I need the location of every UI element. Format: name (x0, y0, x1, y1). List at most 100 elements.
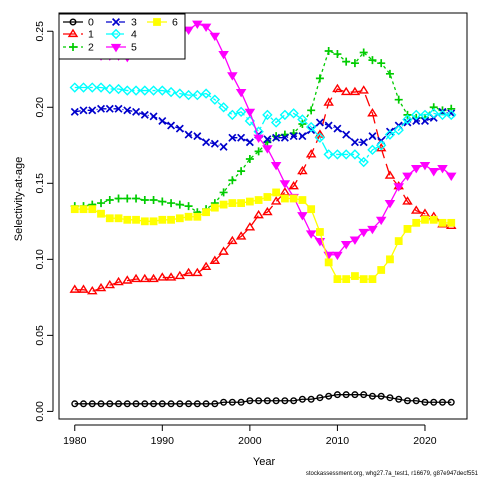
series-2-point (158, 197, 167, 206)
series-2-point (385, 69, 394, 78)
series-4-point (446, 109, 457, 121)
x-tick-label: 1980 (63, 435, 87, 447)
series-6-point (97, 209, 105, 218)
series-1-point (87, 285, 98, 295)
series-2-point (132, 194, 141, 203)
series-3-point (298, 132, 307, 141)
legend-marker (110, 43, 122, 53)
series-1-point (384, 170, 396, 179)
series-4-point (130, 85, 142, 96)
series-5-point (218, 50, 229, 60)
series-5-point (384, 199, 396, 209)
series-0-point (80, 400, 88, 408)
series-0-point (351, 391, 359, 399)
series-3-point (167, 121, 176, 130)
series-1-point (402, 196, 413, 205)
series-3-point (202, 138, 211, 147)
legend: 012 345 6 (58, 13, 186, 60)
series-2-point (377, 59, 386, 68)
series-6-point (70, 205, 79, 214)
series-0 (71, 391, 455, 408)
series-4-point (393, 124, 404, 136)
series-0-point (158, 400, 166, 408)
series-1-point (358, 85, 369, 94)
series-0-point (97, 400, 105, 408)
y-tick-label: 0.25 (34, 21, 46, 42)
series-4-point (305, 121, 317, 133)
series-1-point (340, 86, 352, 96)
series-2-line (74, 50, 452, 213)
series-0-point (325, 392, 333, 400)
x-tick-label: 2010 (326, 435, 350, 447)
series-3-point (245, 138, 254, 147)
series-0-point (228, 398, 236, 406)
series-5-point (349, 236, 361, 245)
series-4-point (200, 88, 212, 99)
series-3-point (219, 142, 228, 151)
series-6-point (307, 205, 316, 214)
series-6-point (202, 208, 210, 217)
series-6-point (351, 272, 359, 280)
series-0-point (333, 391, 341, 399)
series-0-point (403, 397, 411, 405)
series-2-point (315, 74, 324, 83)
series-4-point (104, 83, 115, 95)
series-0-point (115, 400, 123, 408)
series-0-point (368, 392, 376, 400)
series-5-point (358, 228, 369, 238)
series-1-point (78, 284, 89, 293)
series-2-point (184, 202, 193, 211)
series-1-point (183, 267, 194, 277)
series-1-point (130, 273, 142, 283)
series-2-point (254, 147, 263, 156)
series-4-point (297, 114, 308, 125)
series-4-point (314, 132, 326, 143)
series-4-point (279, 109, 291, 121)
series-0-point (123, 400, 131, 408)
series-1-point (323, 97, 334, 106)
series-5-point (410, 165, 422, 174)
series-6-point (438, 218, 447, 227)
series-0-point (263, 397, 271, 405)
series-0-point (307, 395, 315, 403)
legend-item-6: 6 (147, 17, 178, 29)
series-4-point (165, 86, 177, 98)
series-4-point (419, 109, 431, 121)
series-6-point (210, 203, 219, 212)
legend-item-4: 4 (106, 29, 137, 41)
series-3-point (342, 130, 351, 139)
series-1-point (192, 267, 203, 277)
series-4-point (157, 85, 168, 96)
legend-item-1: 1 (63, 29, 94, 41)
series-4-point (183, 89, 194, 101)
series-1-point (410, 205, 422, 214)
series-3-point (79, 106, 88, 115)
series-5-point (367, 225, 378, 235)
series-3-point (420, 116, 429, 125)
legend-item-3: 3 (106, 17, 137, 29)
series-0-point (176, 400, 184, 408)
series-5-point (279, 180, 291, 189)
series-3-point (97, 104, 106, 113)
plot-frame (58, 12, 468, 420)
legend-label: 5 (131, 42, 137, 54)
series-4-point (340, 149, 352, 160)
series-6-point (167, 215, 175, 224)
series-4-point (78, 82, 89, 93)
series-1-point (174, 270, 186, 280)
series-6-point (158, 215, 167, 224)
series-0-line (74, 394, 452, 405)
series-6 (70, 188, 456, 284)
series-6-point (342, 275, 351, 284)
series-0-point (395, 395, 403, 403)
series-3-point (132, 107, 141, 116)
series-1-point (367, 108, 378, 117)
series-3-point (368, 132, 377, 141)
series-6-point (105, 214, 114, 223)
series-0-point (220, 398, 228, 406)
series-0-point (438, 398, 446, 406)
series-6-point (368, 275, 377, 284)
series-4-point (358, 156, 369, 168)
